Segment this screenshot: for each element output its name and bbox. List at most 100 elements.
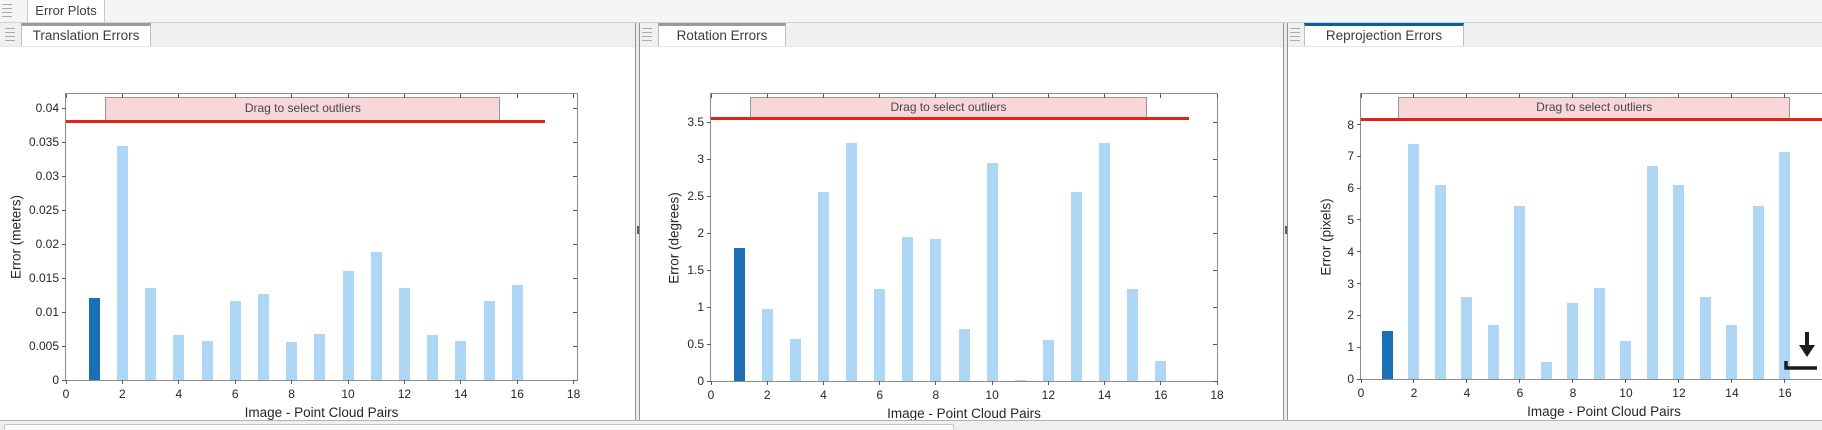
x-tick-top [65,94,67,98]
bar-pair-14 [1099,142,1111,381]
bar-pair-16 [511,284,523,380]
drag-grip-icon[interactable] [5,28,15,41]
outlier-select-banner[interactable]: Drag to select outliers [750,97,1147,119]
bar-pair-8 [286,341,298,380]
tab-rotation-errors[interactable]: Rotation Errors [658,23,786,46]
x-tick-top [935,94,937,98]
x-tick-label: 4 [175,387,183,401]
x-tick [879,381,881,385]
bar-pair-13 [427,335,439,380]
x-tick-label: 2 [1410,386,1418,400]
bar-pair-11 [1014,379,1026,381]
y-tick [62,311,66,313]
rotation-errors-chart: Drag to select outliers 0 2 4 6 8 10 12 14 16 18 0 0… [667,93,1224,420]
bar-pair-5 [846,142,858,381]
x-tick [710,381,712,385]
x-tick-label: 10 [1619,386,1633,400]
y-tick [707,158,711,160]
y-tick-label: 0.005 [28,339,59,354]
y-tick [62,277,66,279]
bar-pair-13 [1699,296,1711,379]
bar-pair-11 [370,252,382,380]
x-tick-label: 12 [1672,386,1686,400]
y-tick-right [1213,158,1217,160]
tab-translation-errors[interactable]: Translation Errors [21,23,151,46]
panel-reprojection-errors: Reprojection Errors Drag to select outli… [1285,23,1822,420]
x-tick-label: 16 [1154,388,1168,402]
drag-grip-icon[interactable] [642,28,652,41]
y-tick [1357,314,1361,316]
x-tick [460,380,462,384]
panel-splitter[interactable] [1283,23,1288,420]
x-tick [291,380,293,384]
outlier-threshold-line[interactable] [66,120,546,124]
y-tick [62,141,66,143]
tab-reprojection-errors[interactable]: Reprojection Errors [1304,23,1464,46]
x-tick-label: 16 [510,387,524,401]
translation-errors-chart: Drag to select outliers 0 2 4 6 8 10 12 14 16 18 0 0… [9,93,580,420]
y-tick-label: 0.01 [35,305,59,320]
panel-splitter[interactable] [635,23,640,420]
x-tick-top [766,94,768,98]
outlier-threshold-line[interactable] [1361,118,1822,122]
bar-pair-2 [1408,143,1420,379]
x-tick-top [234,94,236,98]
y-tick [707,232,711,234]
x-tick-top [1160,94,1162,98]
x-tick [1413,379,1415,383]
drag-grip-icon[interactable] [1290,28,1300,41]
outlier-threshold-line[interactable] [711,116,1189,120]
outlier-select-banner[interactable]: Drag to select outliers [105,97,501,122]
y-tick [707,306,711,308]
drag-grip-icon[interactable] [2,4,12,17]
bar-pair-6 [874,288,886,381]
y-tick [1357,187,1361,189]
y-tick-right [1213,269,1217,271]
x-tick [403,380,405,384]
x-tick-top [291,94,293,98]
y-tick-right [573,311,577,313]
x-tick-top [573,94,575,98]
bar-pair-16 [1779,151,1791,379]
y-tick [707,380,711,382]
x-tick-top [347,94,349,98]
y-tick [1357,378,1361,380]
x-tick [766,381,768,385]
bar-pair-7 [1540,361,1552,379]
panel-tab-strip: Rotation Errors [637,23,1285,47]
y-tick-label: 2.5 [687,189,704,204]
x-tick-top [1572,94,1574,98]
y-tick-label: 1 [697,300,704,315]
bar-pair-1 [88,298,100,380]
y-tick-label: 0.5 [687,337,704,351]
x-tick-label: 8 [932,388,940,402]
x-tick-top [1625,94,1627,98]
x-tick [1731,379,1733,383]
bar-pair-15 [1127,288,1139,381]
x-tick-top [178,94,180,98]
y-tick-label: 3.5 [687,115,704,130]
y-tick [1357,124,1361,126]
x-tick-label: 2 [763,388,771,402]
x-tick-top [516,94,518,98]
bar-pair-6 [229,301,241,380]
bar-pair-10 [986,162,998,381]
y-tick-label: 1.5 [687,263,704,278]
y-tick-label: 0.03 [35,169,59,184]
y-axis-label: Error (pixels) [1318,197,1334,276]
splitter-grip-icon [637,226,639,234]
corner-down-arrow-icon[interactable] [1779,330,1821,376]
tab-error-plots[interactable]: Error Plots [27,0,105,22]
y-tick-right [573,209,577,211]
x-tick-label: 14 [454,387,468,401]
y-tick [62,379,66,381]
bar-pair-7 [257,294,269,380]
x-tick [1160,381,1162,385]
x-tick-top [1731,94,1733,98]
bar-pair-11 [1646,165,1658,379]
outlier-select-banner[interactable]: Drag to select outliers [1398,97,1791,120]
x-tick-label: 0 [62,387,70,401]
x-tick-top [1360,94,1362,98]
x-tick-top [822,94,824,98]
y-axis-label: Error (meters) [8,195,24,279]
